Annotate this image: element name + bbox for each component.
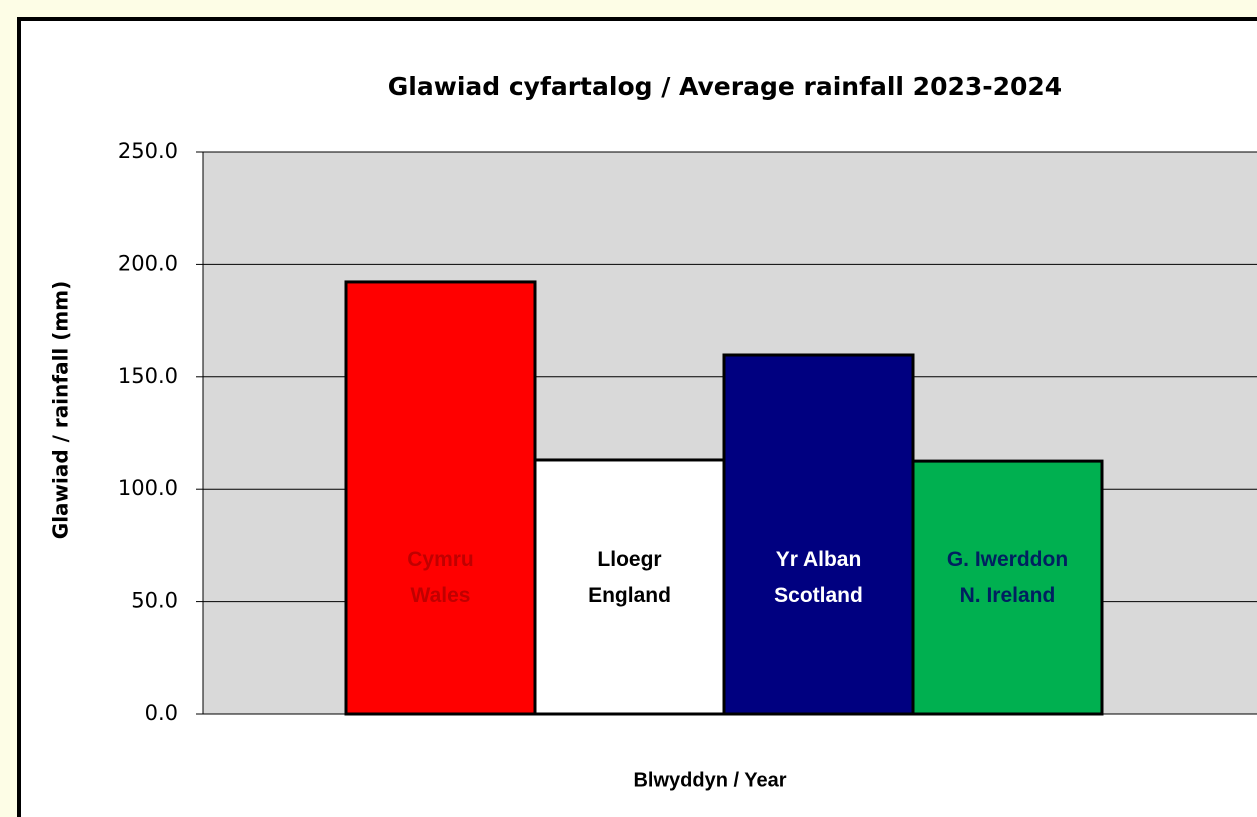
category-label-line: Scotland [774,584,863,607]
category-label-line: Cymru [407,548,474,571]
category-label-line: Yr Alban [776,548,862,571]
y-tick-label: 100.0 [118,476,178,500]
bar [911,459,1104,716]
bar [722,353,915,716]
chart-title: Glawiad cyfartalog / Average rainfall 20… [388,72,1062,101]
category-label-line: G. Iwerddon [947,548,1068,571]
category-label-line: England [588,584,671,607]
bar [344,280,537,716]
category-label-line: N. Ireland [960,584,1056,607]
y-axis-title: Glawiad / rainfall (mm) [49,281,73,539]
y-tick-label: 50.0 [131,589,178,613]
category-label: Yr Alban Scotland [774,548,863,607]
x-axis-title: Blwyddyn / Year [633,769,786,791]
y-tick-label: 200.0 [118,251,178,275]
y-tick-label: 0.0 [145,701,178,725]
y-tick-label: 250.0 [118,139,178,163]
category-label-line: Lloegr [597,548,661,571]
category-label-line: Wales [411,584,471,607]
category-label: Cymru Wales [407,548,474,607]
category-label: G. Iwerddon N. Ireland [947,548,1068,607]
y-tick-label: 150.0 [118,364,178,388]
category-label: Lloegr England [588,548,671,607]
